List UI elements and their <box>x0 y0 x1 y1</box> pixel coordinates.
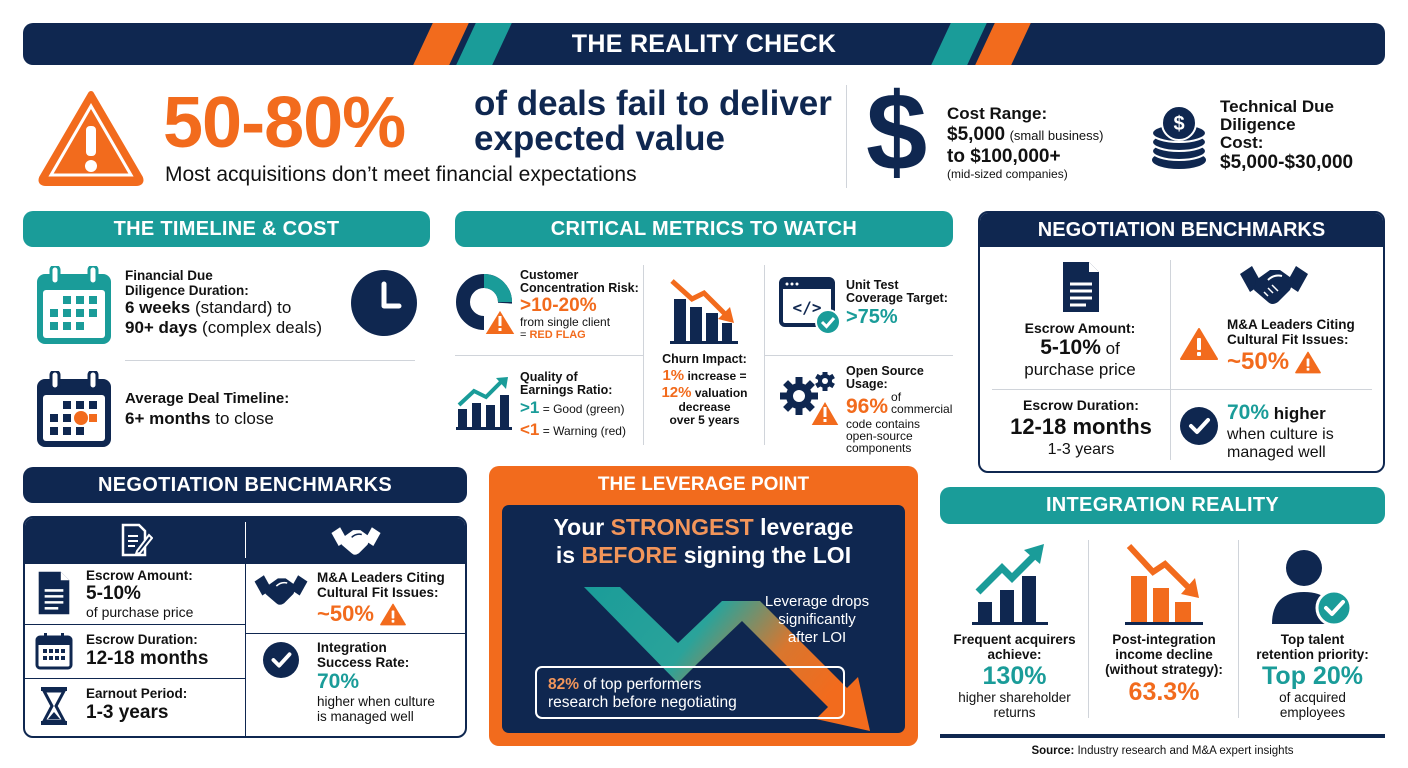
culture-managed-well: 70% higher when culture is managed well <box>1227 401 1334 462</box>
handshake-icon <box>1238 262 1310 308</box>
churn-impact: Churn Impact: 1% increase = 12% valuatio… <box>661 352 748 427</box>
divider <box>643 265 644 445</box>
cost-range: Cost Range: $5,000 (small business) to $… <box>947 104 1104 181</box>
leverage-panel: Your STRONGEST leverage is BEFORE signin… <box>502 505 905 733</box>
document-icon <box>37 570 71 616</box>
divider <box>125 360 415 361</box>
cultural-fit-left: M&A Leaders Citing Cultural Fit Issues: … <box>317 570 445 626</box>
divider <box>455 355 643 356</box>
top-talent-retention: Top talent retention priority: Top 20% o… <box>1256 632 1369 720</box>
open-source-usage: Open Source Usage: 96% of commercial code… <box>846 364 953 455</box>
growth-chart-icon <box>456 375 512 431</box>
escrow-duration-left: Escrow Duration: 12-18 months <box>86 632 209 669</box>
hero-subtext: Most acquisitions don’t meet financial e… <box>165 163 637 186</box>
divider <box>24 624 245 625</box>
checkmark-icon <box>263 642 299 678</box>
leverage-headline: Your STRONGEST leverage is BEFORE signin… <box>553 514 854 568</box>
warning-icon <box>1180 327 1218 361</box>
leverage-point-card: THE LEVERAGE POINT Your STRONGEST levera… <box>489 466 918 746</box>
section-title-integration: INTEGRATION REALITY <box>940 487 1385 524</box>
post-integration-decline: Post-integration income decline (without… <box>1105 632 1223 706</box>
handshake-icon <box>330 524 382 558</box>
stat-callout: 82% of top performers research before ne… <box>535 666 845 719</box>
escrow-amount: Escrow Amount: 5-10% of purchase price <box>1024 320 1136 379</box>
document-icon <box>1061 260 1101 314</box>
calendar-icon <box>37 266 111 344</box>
calendar-deal-icon <box>37 371 111 447</box>
escrow-amount-left: Escrow Amount: 5-10% of purchase price <box>86 568 194 620</box>
quality-of-earnings: Quality of Earnings Ratio: >1 = Good (gr… <box>520 370 626 440</box>
negotiation-benchmarks-card: NEGOTIATION BENCHMARKS <box>978 211 1385 473</box>
divider <box>846 85 847 188</box>
checkmark-icon <box>1180 407 1218 445</box>
svg-text:$: $ <box>1173 113 1184 135</box>
section-title-leverage: THE LEVERAGE POINT <box>597 474 810 495</box>
leverage-drop-arrow-icon <box>584 587 870 731</box>
code-window-check-icon: </> <box>779 277 841 335</box>
warning-icon <box>1295 351 1321 373</box>
declining-chart-icon <box>1125 542 1203 626</box>
customer-concentration: Customer Concentration Risk: >10-20% fro… <box>520 268 639 342</box>
handshake-icon <box>253 572 309 608</box>
hero-stat: 50-80% <box>163 83 406 163</box>
source-note: Source: Industry research and M&A expert… <box>1031 745 1294 757</box>
divider <box>764 355 953 356</box>
section-title-negotiation: NEGOTIATION BENCHMARKS <box>980 213 1383 247</box>
warning-triangle-icon <box>36 88 146 186</box>
divider <box>245 522 246 558</box>
hourglass-icon <box>40 686 68 726</box>
svg-text:</>: </> <box>793 298 822 317</box>
calendar-icon <box>35 632 73 670</box>
footer-rule <box>940 734 1385 738</box>
average-deal-timeline: Average Deal Timeline: 6+ months to clos… <box>125 390 290 428</box>
user-check-icon <box>1272 548 1356 628</box>
declining-chart-icon <box>670 279 740 345</box>
warning-icon <box>380 603 406 625</box>
gears-warning-icon <box>779 372 841 428</box>
financial-dd-duration: Financial Due Diligence Duration: 6 week… <box>125 268 323 337</box>
earnout-period: Earnout Period: 1-3 years <box>86 686 188 723</box>
technical-dd-cost: Technical Due Diligence Cost: $5,000-$30… <box>1220 97 1354 174</box>
leverage-drop-note: Leverage drops significantly after LOI <box>764 593 870 646</box>
integration-success-rate: Integration Success Rate: 70% higher whe… <box>317 640 435 724</box>
hero-headline: of deals fail to deliver expected value <box>474 84 832 158</box>
unit-test-coverage: Unit Test Coverage Target: >75% <box>846 278 948 329</box>
growth-chart-icon <box>972 542 1048 626</box>
divider <box>992 389 1372 390</box>
escrow-duration: Escrow Duration: 12-18 months 1-3 years <box>1010 397 1152 458</box>
divider <box>1088 540 1089 718</box>
section-title-negotiation-left: NEGOTIATION BENCHMARKS <box>23 467 467 503</box>
divider <box>246 633 466 634</box>
clock-icon <box>351 270 417 336</box>
dollar-icon: $ <box>866 71 928 194</box>
page-title: THE REALITY CHECK <box>571 29 837 58</box>
divider <box>24 678 245 679</box>
contract-edit-icon <box>119 523 153 557</box>
header-banner: THE REALITY CHECK <box>23 23 1385 65</box>
section-title-metrics: CRITICAL METRICS TO WATCH <box>455 211 953 247</box>
divider <box>1238 540 1239 718</box>
donut-warning-icon <box>455 273 517 337</box>
frequent-acquirers: Frequent acquirers achieve: 130% higher … <box>953 632 1076 720</box>
divider <box>1170 260 1171 460</box>
divider <box>245 561 246 737</box>
coin-stack-icon: $ <box>1150 106 1208 170</box>
section-title-timeline: THE TIMELINE & COST <box>23 211 430 247</box>
cultural-fit-issues: M&A Leaders Citing Cultural Fit Issues: … <box>1227 317 1355 375</box>
